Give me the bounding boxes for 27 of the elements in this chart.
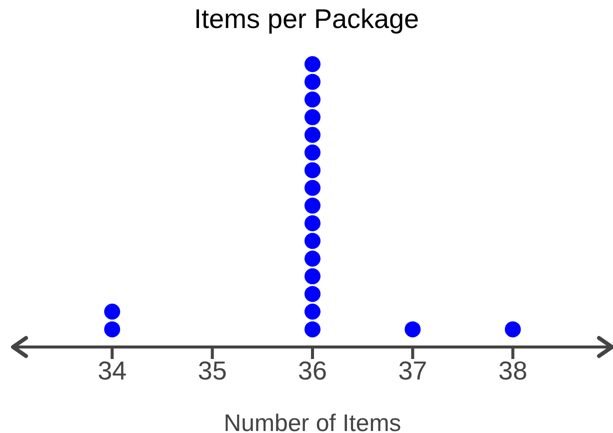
point	[304, 92, 320, 108]
point	[304, 321, 320, 338]
point	[504, 321, 521, 338]
x-tick-label: 34	[98, 355, 127, 386]
point	[304, 126, 320, 143]
point	[304, 56, 320, 72]
point	[304, 198, 320, 214]
x-tick-label: 37	[398, 355, 428, 386]
x-axis-title: Number of Items	[224, 410, 402, 433]
chart-title: Items per Package	[192, 4, 420, 35]
point	[104, 321, 120, 338]
point	[404, 321, 421, 338]
point	[304, 250, 320, 267]
point	[304, 180, 320, 196]
point	[304, 109, 320, 126]
x-tick-label: 35	[198, 355, 227, 386]
x-tick-label: 38	[498, 355, 528, 386]
point	[304, 144, 320, 161]
point	[304, 215, 320, 232]
x-tick-label: 36	[298, 355, 327, 386]
point	[304, 74, 320, 90]
point	[304, 286, 320, 302]
point	[304, 162, 320, 178]
point	[304, 232, 320, 249]
point	[104, 304, 120, 320]
point	[304, 304, 320, 320]
point	[304, 268, 320, 284]
